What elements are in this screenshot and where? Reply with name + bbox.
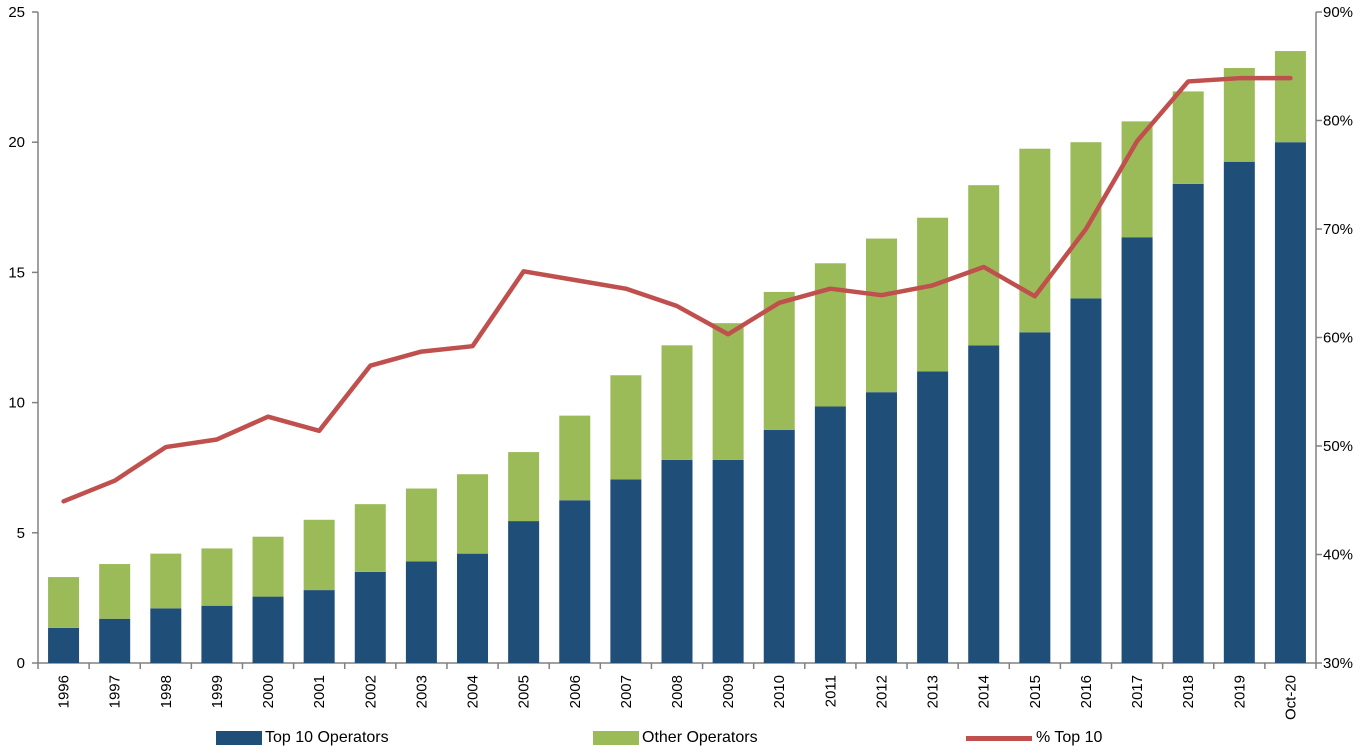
bar-top10-operators <box>968 345 1000 663</box>
bar-top10-operators <box>1019 332 1051 663</box>
bar-other-operators <box>1223 67 1255 162</box>
right-tick-label: 40% <box>1323 547 1353 564</box>
bar-other-operators <box>865 238 897 393</box>
bar-other-operators <box>48 577 80 628</box>
x-tick-label: 2003 <box>413 675 430 708</box>
x-tick-label: 1999 <box>209 675 226 708</box>
x-tick-label: 2013 <box>925 675 942 708</box>
left-tick-label: 25 <box>8 4 25 21</box>
bar-other-operators <box>1172 91 1204 184</box>
x-tick-label: 2005 <box>516 675 533 708</box>
bar-top10-operators <box>763 429 795 663</box>
right-tick-label: 90% <box>1323 4 1353 21</box>
bar-top10-operators <box>814 406 846 663</box>
bar-other-operators <box>1070 142 1102 299</box>
bar-top10-operators <box>150 608 182 663</box>
right-tick-label: 50% <box>1323 438 1353 455</box>
left-tick-label: 0 <box>17 655 25 672</box>
x-tick-label: 2011 <box>822 675 839 707</box>
bar-other-operators <box>917 217 949 372</box>
x-tick-label: 2010 <box>771 675 788 708</box>
x-tick-label: 2019 <box>1231 675 1248 708</box>
bar-other-operators <box>661 345 693 460</box>
bar-other-operators <box>763 291 795 430</box>
bar-other-operators <box>1019 148 1051 333</box>
bar-top10-operators <box>354 571 386 663</box>
right-tick-label: 60% <box>1323 330 1353 347</box>
bar-top10-operators <box>457 553 489 663</box>
bar-other-operators <box>252 536 284 597</box>
x-tick-label: 1997 <box>107 675 124 708</box>
bar-top10-operators <box>1274 142 1306 663</box>
legend-item-other: Other Operators <box>593 727 758 749</box>
x-tick-label: 2015 <box>1027 675 1044 708</box>
bar-top10-operators <box>508 521 540 663</box>
bar-other-operators <box>1274 51 1306 143</box>
bar-top10-operators <box>917 371 949 663</box>
x-tick-label: 1996 <box>56 675 73 708</box>
bar-top10-operators <box>1172 183 1204 663</box>
legend-item-top10: Top 10 Operators <box>216 727 389 749</box>
bar-top10-operators <box>303 590 335 663</box>
legend-label-pct-top10: % Top 10 <box>1036 729 1103 746</box>
legend-label-top10: Top 10 Operators <box>265 729 389 746</box>
bar-other-operators <box>150 553 182 609</box>
x-tick-label: 2016 <box>1078 675 1095 708</box>
line-pct-top10 <box>61 75 1293 504</box>
x-tick-label: 2002 <box>362 675 379 708</box>
legend-label-other: Other Operators <box>642 729 758 746</box>
x-tick-label: 2001 <box>311 675 328 708</box>
legend-swatch-top10 <box>216 731 262 745</box>
left-tick-label: 5 <box>17 525 25 542</box>
bar-other-operators <box>405 488 437 562</box>
bar-top10-operators <box>865 392 897 663</box>
x-tick-label: 2014 <box>976 675 993 708</box>
bar-top10-operators <box>1121 237 1153 663</box>
bar-other-operators <box>354 504 386 572</box>
right-tick-label: 30% <box>1323 655 1353 672</box>
bar-top10-operators <box>405 561 437 663</box>
x-tick-label: 2018 <box>1180 675 1197 708</box>
bar-top10-operators <box>661 459 693 663</box>
bar-other-operators <box>99 564 131 619</box>
bar-top10-operators <box>99 618 131 663</box>
bar-top10-operators <box>48 627 80 663</box>
bar-other-operators <box>201 548 233 606</box>
x-tick-label: 2000 <box>260 675 277 708</box>
bar-other-operators <box>814 263 846 407</box>
bar-other-operators <box>457 474 489 554</box>
right-tick-label: 70% <box>1323 221 1353 238</box>
x-tick-label: 2004 <box>465 675 482 708</box>
x-tick-label: Oct-20 <box>1282 675 1299 720</box>
bar-top10-operators <box>610 479 642 663</box>
bar-other-operators <box>559 415 591 501</box>
bar-top10-operators <box>712 459 744 663</box>
x-tick-label: 2009 <box>720 675 737 708</box>
bar-other-operators <box>610 375 642 480</box>
legend-swatch-pct-top10 <box>966 735 1032 741</box>
x-tick-label: 2008 <box>669 675 686 708</box>
x-tick-label: 2007 <box>618 675 635 708</box>
bar-other-operators <box>712 323 744 460</box>
x-tick-label: 2012 <box>873 675 890 708</box>
left-tick-label: 10 <box>8 395 25 412</box>
legend-swatch-other <box>593 731 639 745</box>
x-tick-label: 2006 <box>567 675 584 708</box>
bar-other-operators <box>508 452 540 522</box>
x-tick-label: 2017 <box>1129 675 1146 708</box>
bar-other-operators <box>303 519 335 591</box>
legend-item-pct-top10: % Top 10 <box>966 727 1102 749</box>
right-tick-label: 80% <box>1323 113 1353 130</box>
bar-top10-operators <box>252 596 284 663</box>
bar-top10-operators <box>1070 298 1102 663</box>
bar-top10-operators <box>201 605 233 663</box>
left-tick-label: 20 <box>8 134 25 151</box>
bar-top10-operators <box>1223 161 1255 664</box>
left-tick-label: 15 <box>8 264 25 281</box>
x-tick-label: 1998 <box>158 675 175 708</box>
bar-top10-operators <box>559 500 591 663</box>
